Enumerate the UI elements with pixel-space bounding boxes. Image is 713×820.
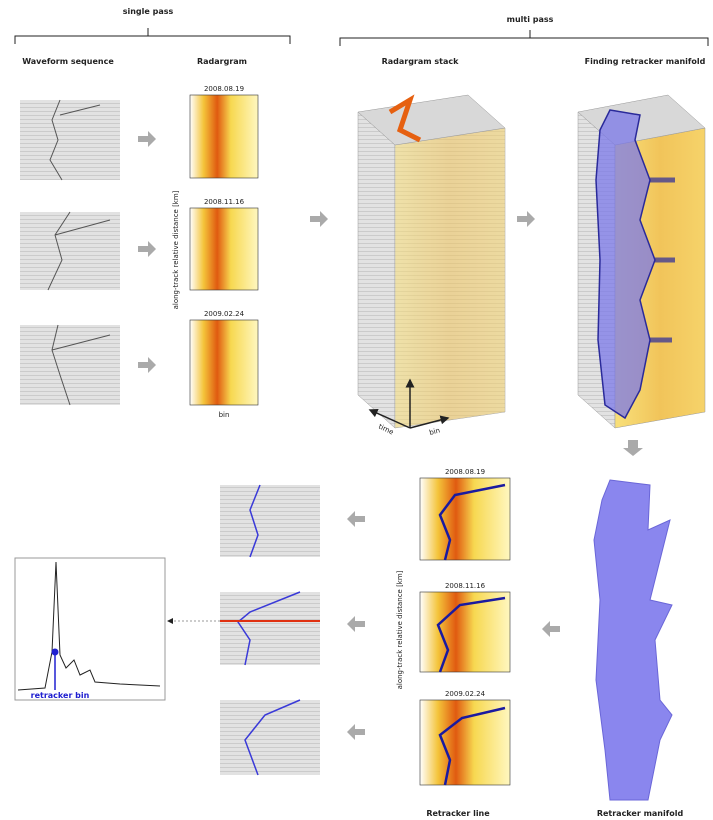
axis-label: along-track relative distance [km] [172, 190, 180, 309]
column-title: Waveform sequence [22, 57, 114, 66]
waveform-images [20, 100, 120, 405]
date: 2008.11.16 [204, 198, 245, 206]
date: 2009.02.24 [204, 310, 245, 318]
date: 2009.02.24 [445, 690, 486, 698]
manifold-box [578, 95, 705, 428]
waveform-plot [15, 558, 165, 700]
group-label: multi pass [507, 15, 554, 24]
caption: Retracker manifold [597, 809, 684, 818]
date: 2008.08.19 [445, 468, 485, 476]
radargram-stack [358, 95, 505, 428]
axis-label: along-track relative distance [km] [396, 570, 404, 689]
column-title: Radargram [197, 57, 247, 66]
radargrams [420, 478, 510, 785]
axis-label: bin [428, 426, 441, 437]
caption: Retracker line [426, 809, 490, 818]
date: 2008.11.16 [445, 582, 486, 590]
group-label: single pass [123, 7, 174, 16]
date: 2008.08.19 [204, 85, 244, 93]
manifold-shape [594, 480, 672, 800]
column-title: Radargram stack [382, 57, 460, 66]
brace [15, 28, 290, 44]
column-title: Finding retracker manifold [585, 57, 706, 66]
axis-label: bin [219, 411, 230, 419]
brace [340, 30, 708, 46]
plot-label: retracker bin [31, 691, 90, 700]
radargrams [190, 95, 258, 405]
diagram: single pass multi pass Waveform sequence… [0, 0, 713, 820]
waveform-images [220, 485, 320, 775]
